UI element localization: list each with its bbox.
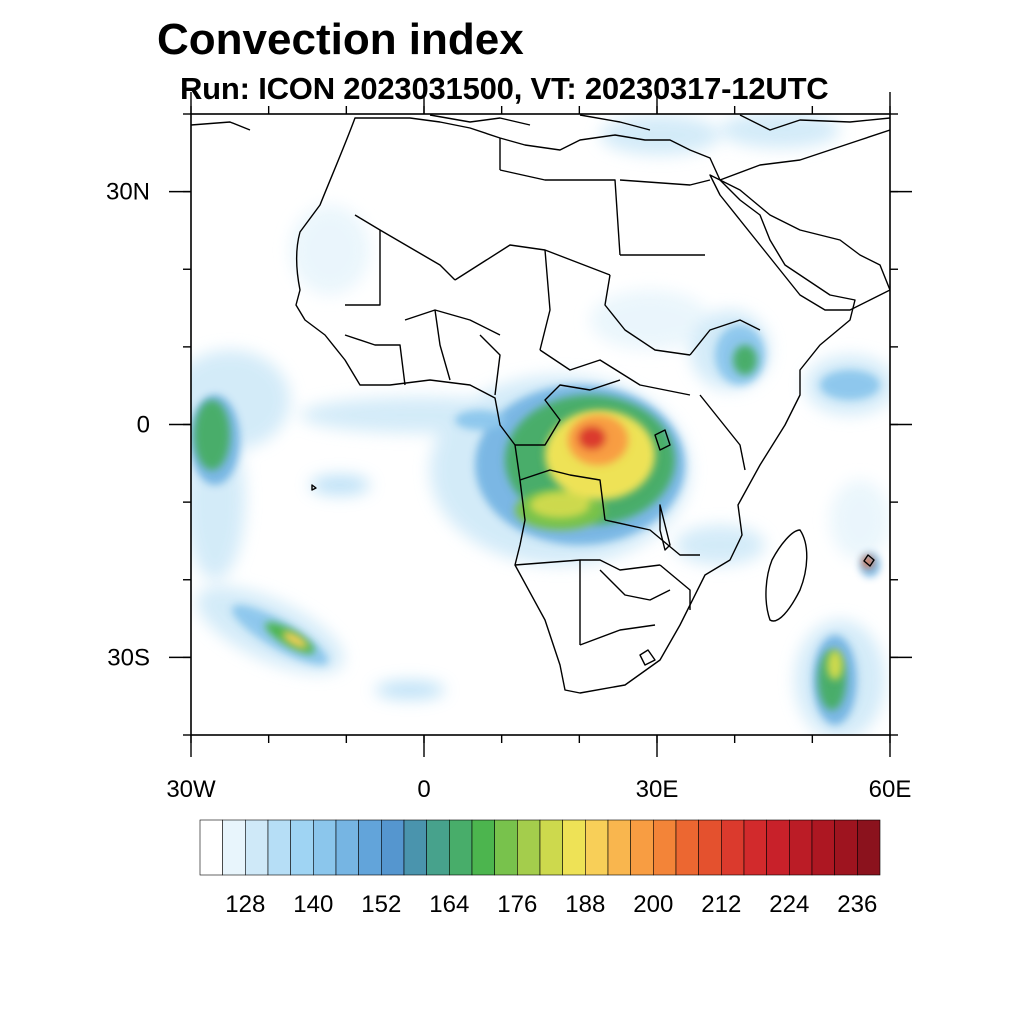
colorbar-swatch	[698, 819, 722, 876]
lat-tick-label: 0	[137, 412, 150, 439]
colorbar-swatch	[381, 819, 405, 876]
colorbar	[199, 819, 881, 876]
colorbar-swatch	[857, 819, 881, 876]
colorbar-swatch	[834, 819, 858, 876]
colorbar-label: 224	[769, 891, 809, 918]
colorbar-swatch	[471, 819, 495, 876]
colorbar-swatch	[290, 819, 314, 876]
colorbar-label: 152	[361, 891, 401, 918]
colorbar-label: 212	[701, 891, 741, 918]
colorbar-swatch	[789, 819, 813, 876]
colorbar-swatch	[426, 819, 450, 876]
colorbar-label: 236	[837, 891, 877, 918]
colorbar-swatch	[335, 819, 359, 876]
colorbar-swatch	[517, 819, 541, 876]
lon-tick-label: 0	[417, 776, 430, 803]
map-tick-labels: 30W 0 30E 60E 30N 0 30S	[106, 179, 911, 803]
plot-title: Convection index	[157, 15, 524, 64]
colorbar-swatch	[585, 819, 609, 876]
colorbar-swatch	[403, 819, 427, 876]
colorbar-swatch	[539, 819, 563, 876]
colorbar-label: 188	[565, 891, 605, 918]
colorbar-label: 164	[429, 891, 469, 918]
colorbar-swatch	[562, 819, 586, 876]
lon-tick-label: 30W	[166, 776, 216, 803]
colorbar-swatch	[630, 819, 654, 876]
colorbar-swatch	[653, 819, 677, 876]
lat-tick-label: 30N	[106, 179, 150, 206]
colorbar-swatch	[743, 819, 767, 876]
colorbar-swatch	[199, 819, 223, 876]
convection-field	[191, 114, 890, 735]
lat-tick-label: 30S	[107, 644, 150, 671]
colorbar-swatch	[313, 819, 337, 876]
colorbar-swatch	[449, 819, 473, 876]
colorbar-swatch	[358, 819, 382, 876]
colorbar-swatch	[766, 819, 790, 876]
colorbar-label: 128	[225, 891, 265, 918]
colorbar-swatch	[494, 819, 518, 876]
colorbar-swatch	[675, 819, 699, 876]
colorbar-swatch	[721, 819, 745, 876]
colorbar-swatch	[607, 819, 631, 876]
coastlines-and-borders	[191, 114, 890, 694]
colorbar-swatch	[267, 819, 291, 876]
lon-tick-label: 60E	[869, 776, 912, 803]
map-ticks	[169, 92, 912, 757]
colorbar-labels: 128 140 152 164 176 188 200 212 224 236	[225, 891, 877, 918]
colorbar-label: 140	[293, 891, 333, 918]
colorbar-swatch	[245, 819, 269, 876]
plot-subtitle: Run: ICON 2023031500, VT: 20230317-12UTC	[180, 71, 829, 106]
colorbar-swatch	[222, 819, 246, 876]
colorbar-label: 200	[633, 891, 673, 918]
colorbar-swatch	[811, 819, 835, 876]
lon-tick-label: 30E	[636, 776, 679, 803]
colorbar-label: 176	[497, 891, 537, 918]
